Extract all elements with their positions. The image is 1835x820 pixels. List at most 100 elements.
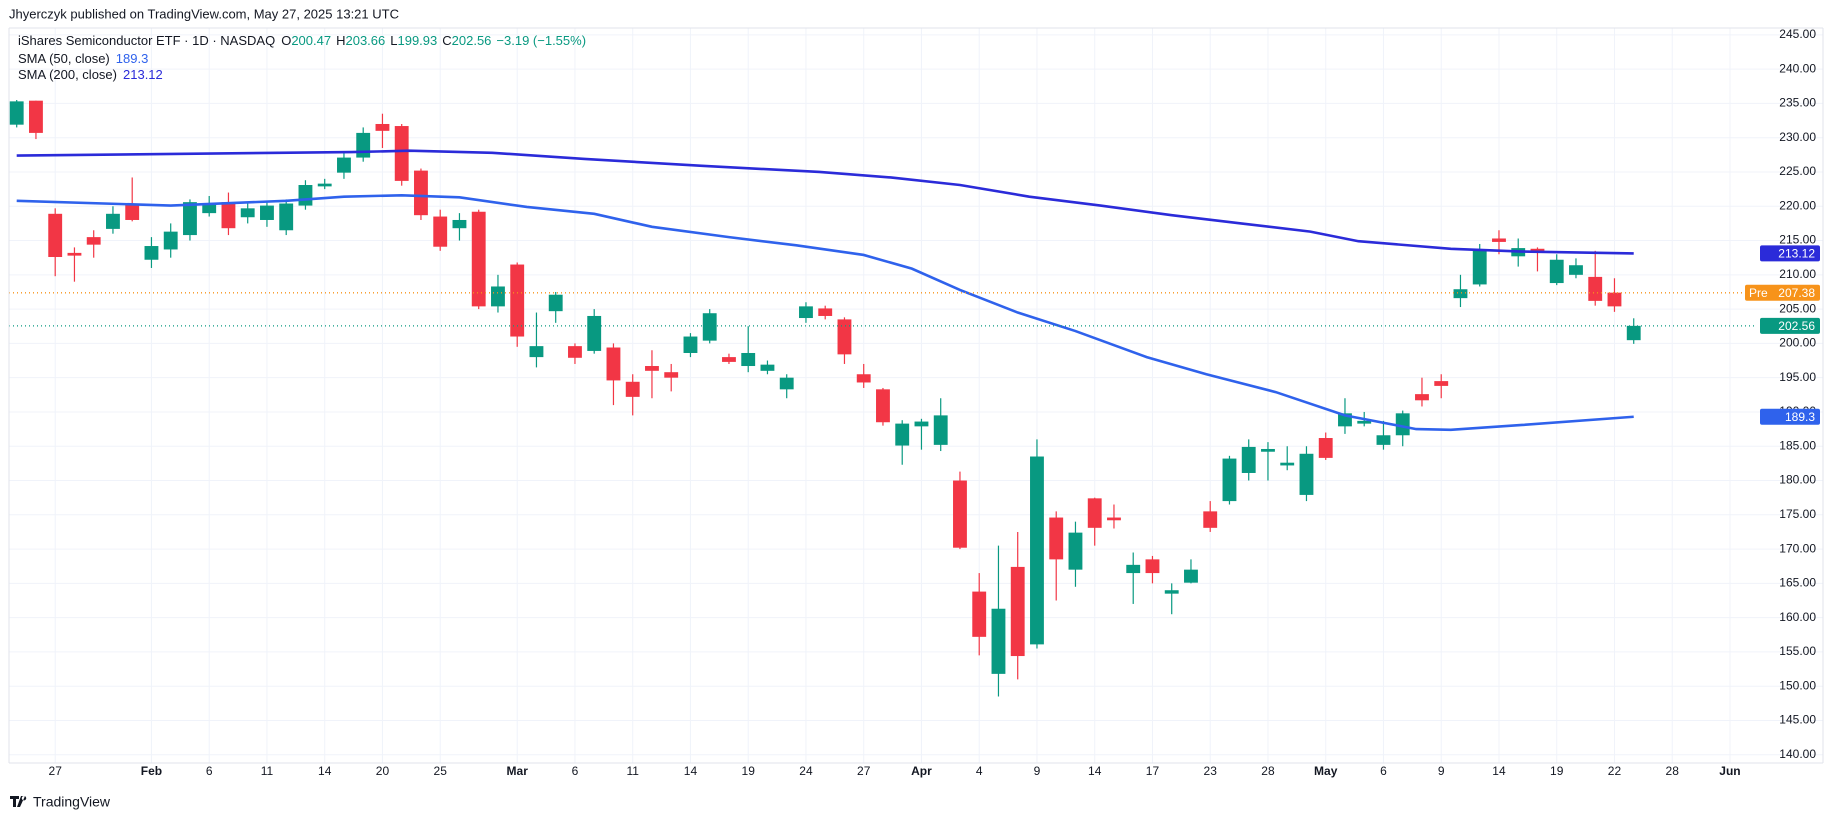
legend-item: 202.56 — [452, 33, 492, 48]
x-tick-label: 24 — [799, 764, 813, 778]
candle-body — [606, 347, 621, 381]
candle-body — [471, 211, 486, 307]
legend-item: O — [281, 33, 291, 48]
candle-body — [240, 208, 255, 218]
candle-body — [1607, 292, 1622, 307]
sma-price-tag-text: 213.12 — [1778, 247, 1815, 261]
candle-body — [1049, 517, 1064, 560]
candle-body — [779, 377, 794, 390]
legend-row: SMA (50, close) 189.3 — [18, 51, 148, 66]
x-tick-label: 25 — [434, 764, 448, 778]
x-tick-label: 9 — [1034, 764, 1041, 778]
y-tick-label: 140.00 — [1779, 747, 1816, 761]
candle-body — [1203, 511, 1218, 528]
candle-body — [625, 381, 640, 397]
x-tick-label: 14 — [318, 764, 332, 778]
candle-body — [279, 203, 294, 231]
candle-body — [972, 591, 987, 637]
x-tick-label: Feb — [141, 764, 162, 778]
candle-body — [163, 231, 178, 250]
candle-body — [1299, 453, 1314, 495]
candle-body — [1068, 532, 1083, 570]
candle-body — [1087, 498, 1102, 528]
y-tick-label: 200.00 — [1779, 336, 1816, 350]
candle-body — [86, 237, 101, 245]
y-tick-label: 145.00 — [1779, 713, 1816, 727]
candle-body — [914, 421, 929, 427]
candle-body — [1318, 438, 1333, 458]
x-tick-label: 17 — [1146, 764, 1160, 778]
sma-line — [16, 149, 1634, 255]
x-tick-label: 14 — [1492, 764, 1506, 778]
candle-body — [433, 216, 448, 247]
candle-body — [760, 364, 775, 371]
x-tick-label: 14 — [684, 764, 698, 778]
y-tick-label: 180.00 — [1779, 473, 1816, 487]
y-tick-label: 215.00 — [1779, 233, 1816, 247]
candle-body — [1222, 458, 1237, 502]
candle-body — [876, 389, 890, 423]
candle-body — [1569, 265, 1583, 275]
y-tick-label: 230.00 — [1779, 130, 1816, 144]
legend-item: H — [336, 33, 345, 48]
x-tick-label: Apr — [911, 764, 932, 778]
candle-body — [356, 132, 371, 158]
premarket-value: 207.38 — [1778, 286, 1815, 300]
y-tick-label: 150.00 — [1779, 678, 1816, 692]
legend-row: SMA (200, close) 213.12 — [18, 67, 163, 82]
candle-body — [125, 204, 140, 220]
premarket-label: Pre — [1749, 286, 1768, 300]
sma-line — [16, 193, 1634, 432]
y-tick-label: 195.00 — [1779, 370, 1816, 384]
x-tick-label: 28 — [1666, 764, 1680, 778]
legend: iShares Semiconductor ETF · 1D · NASDAQ O… — [18, 33, 586, 82]
candle-body — [722, 357, 736, 362]
candle-body — [491, 286, 505, 307]
candle-body — [683, 336, 698, 353]
candle-body — [1395, 413, 1410, 436]
candle-body — [48, 213, 63, 258]
legend-item: 200.47 — [291, 33, 331, 48]
candle-body — [991, 608, 1006, 674]
candle-body — [645, 366, 659, 371]
x-tick-label: 19 — [1550, 764, 1564, 778]
legend-item: −3.19 (−1.55%) — [496, 33, 586, 48]
y-tick-label: 245.00 — [1779, 27, 1816, 41]
x-tick-label: 6 — [572, 764, 579, 778]
legend-item: iShares Semiconductor ETF · 1D · NASDAQ — [18, 33, 275, 48]
candle-body — [702, 313, 717, 341]
x-tick-label: Jun — [1719, 764, 1740, 778]
candle-body — [1453, 289, 1468, 299]
candle-body — [799, 306, 813, 319]
candle-body — [818, 308, 833, 316]
candle-body — [1184, 569, 1198, 583]
candle-body — [1434, 381, 1449, 386]
candle-body — [1530, 248, 1545, 252]
candle-body — [1280, 462, 1295, 466]
y-tick-label: 225.00 — [1779, 164, 1816, 178]
y-tick-label: 170.00 — [1779, 541, 1816, 555]
candle-body — [1492, 238, 1506, 242]
candle-body — [1010, 566, 1025, 657]
candle-body — [856, 374, 871, 383]
x-tick-label: 11 — [261, 764, 274, 778]
y-tick-label: 220.00 — [1779, 198, 1816, 212]
candle-body — [221, 202, 236, 229]
candle-body — [895, 423, 910, 446]
candle-body — [1472, 250, 1487, 285]
legend-row: iShares Semiconductor ETF · 1D · NASDAQ O… — [18, 33, 586, 48]
legend-item: C — [442, 33, 451, 48]
y-tick-label: 175.00 — [1779, 507, 1816, 521]
x-tick-label: 22 — [1608, 764, 1622, 778]
y-tick-label: 185.00 — [1779, 438, 1816, 452]
candle-body — [452, 219, 467, 229]
candle-body — [953, 480, 967, 548]
last-price-tag-box — [1760, 317, 1820, 334]
published-line: Jhyerczyk published on TradingView.com, … — [9, 6, 399, 21]
x-tick-label: 14 — [1088, 764, 1102, 778]
candle-body — [548, 294, 563, 312]
x-tick-label: 6 — [206, 764, 213, 778]
legend-item: L — [390, 33, 397, 48]
candle-body — [317, 183, 332, 187]
y-tick-label: 240.00 — [1779, 61, 1816, 75]
